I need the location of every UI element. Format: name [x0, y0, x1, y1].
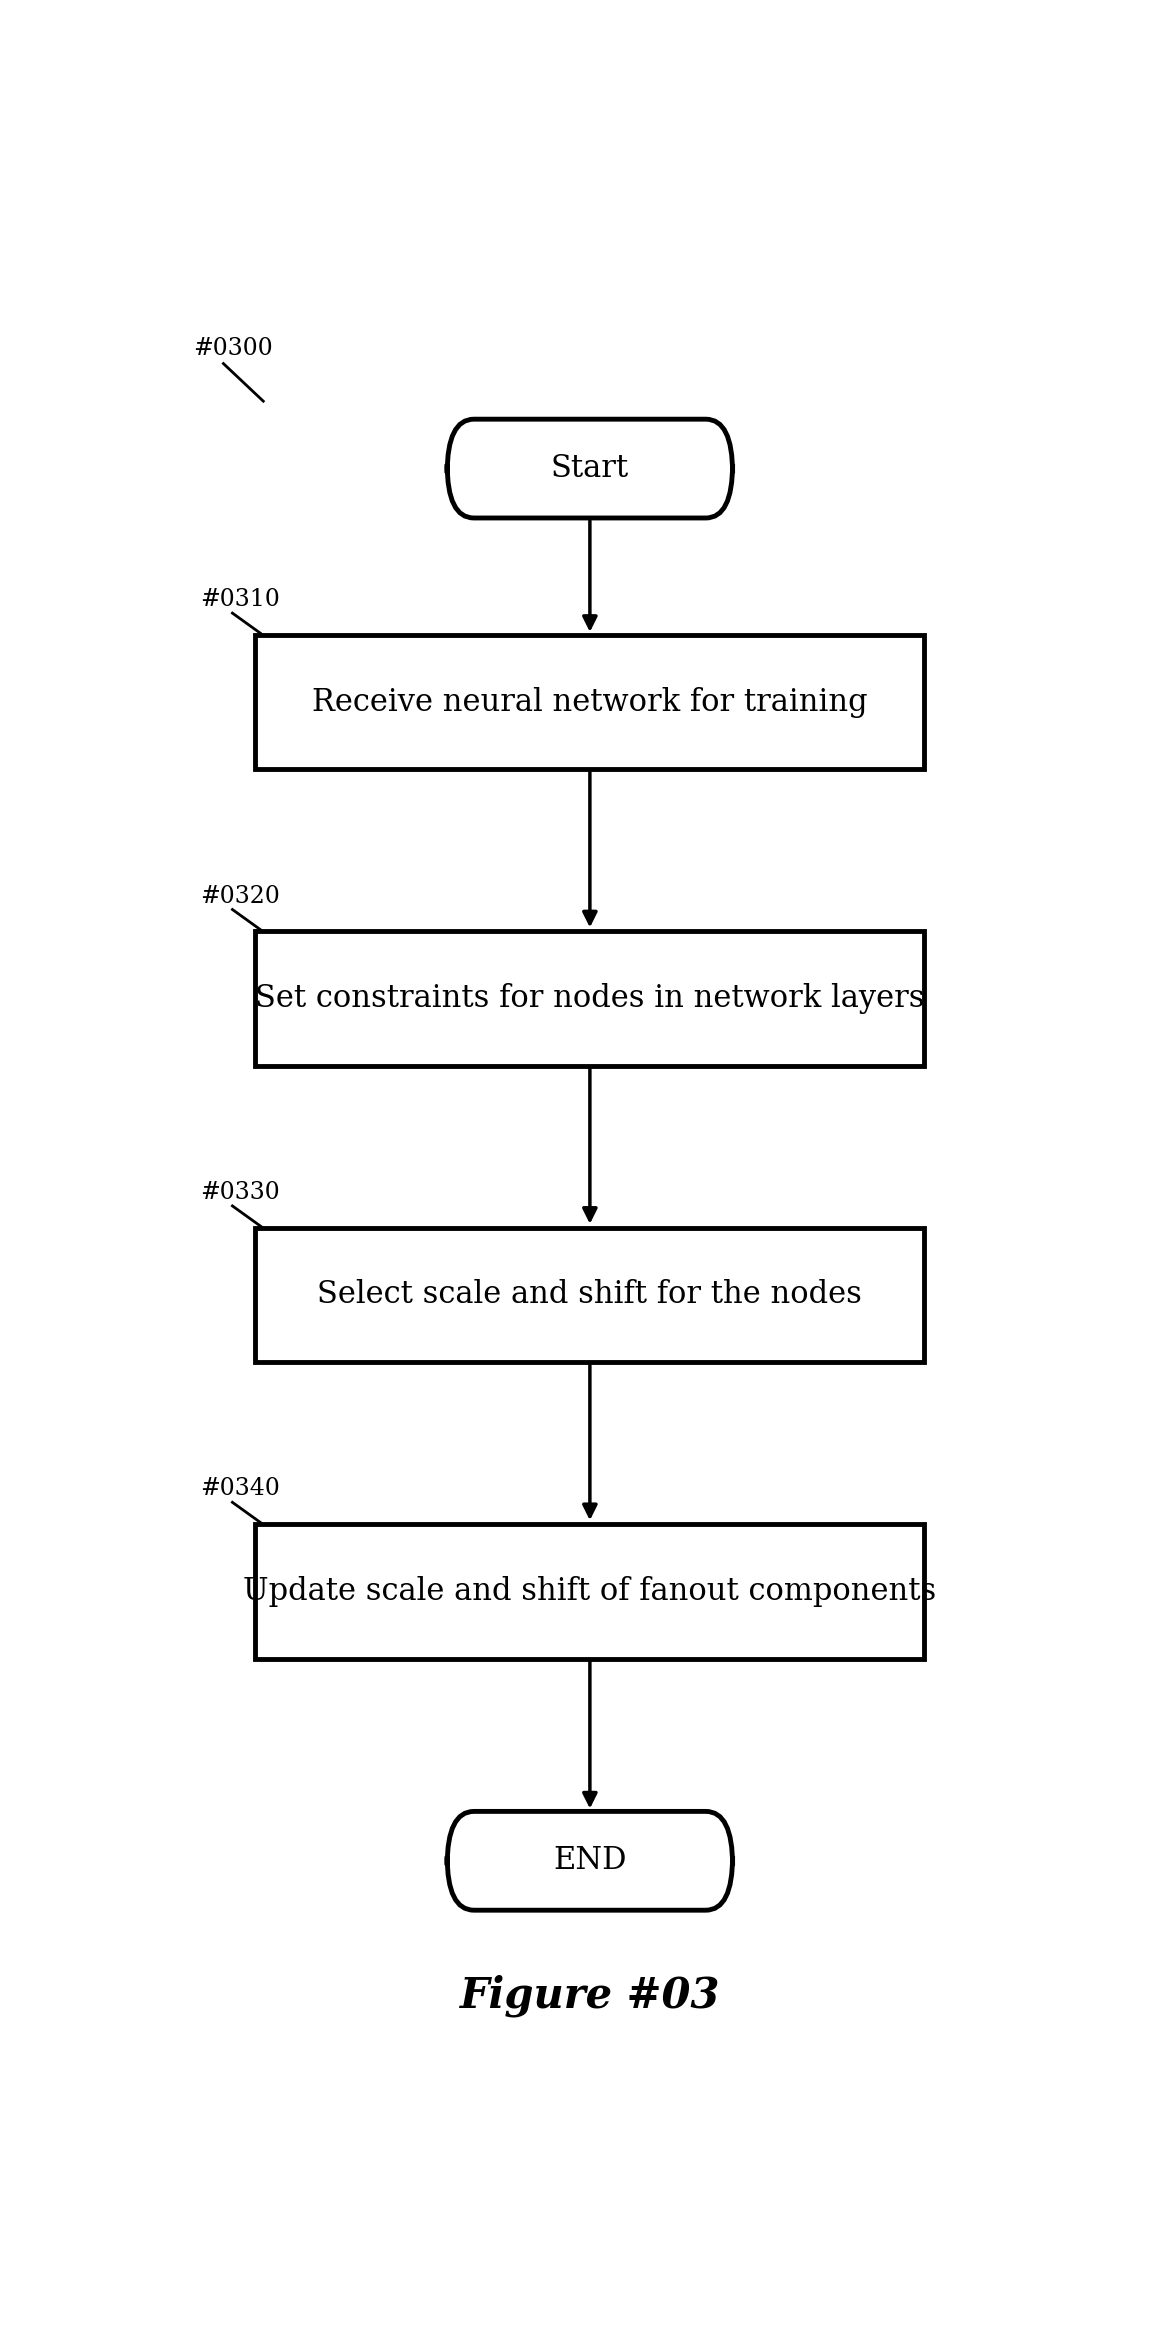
Text: Start: Start [551, 453, 628, 483]
Text: #0330: #0330 [200, 1180, 280, 1204]
Bar [256, 635, 924, 770]
Text: Select scale and shift for the nodes: Select scale and shift for the nodes [318, 1278, 862, 1311]
Text: #0300: #0300 [193, 336, 273, 359]
FancyBboxPatch shape [447, 1810, 732, 1911]
Text: Figure #03: Figure #03 [459, 1974, 721, 2016]
Text: Update scale and shift of fanout components: Update scale and shift of fanout compone… [243, 1575, 937, 1607]
Text: #0340: #0340 [200, 1477, 280, 1500]
FancyBboxPatch shape [447, 420, 732, 518]
Bar [256, 931, 924, 1066]
Bar [256, 1227, 924, 1362]
Text: #0320: #0320 [200, 884, 280, 908]
Text: Set constraints for nodes in network layers: Set constraints for nodes in network lay… [256, 982, 924, 1015]
Text: Receive neural network for training: Receive neural network for training [312, 686, 868, 719]
Text: #0310: #0310 [200, 588, 280, 611]
Text: END: END [554, 1845, 626, 1876]
Bar [256, 1523, 924, 1659]
